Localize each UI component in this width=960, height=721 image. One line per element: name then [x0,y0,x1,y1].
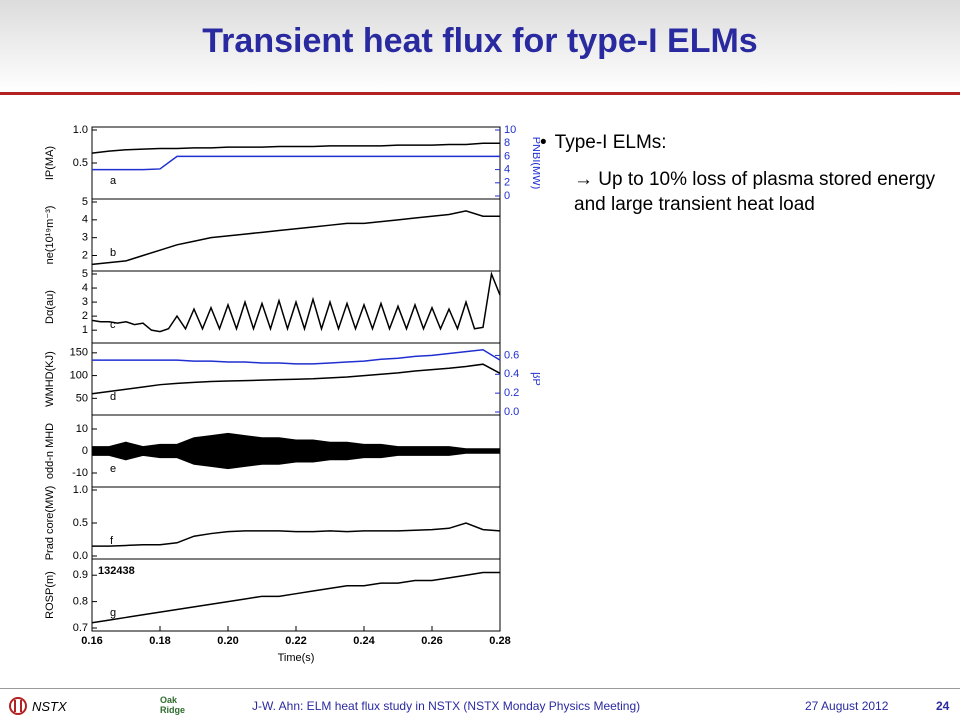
y-axis-label: Prad core(MW) [44,486,56,561]
page-number: 24 [936,699,950,713]
title: Transient heat flux for type-I ELMs [202,22,758,60]
panel-frame [91,198,501,272]
y-tick-label: 10 [76,423,88,435]
y2-tick-label: 0.2 [504,387,519,399]
data-line [92,348,501,365]
y2-tick-label: 6 [504,150,510,162]
panel-frame [91,486,501,560]
y-tick-label: 1 [82,324,88,336]
panel-letter: g [110,607,116,619]
y-tick-label: 0.7 [73,622,88,634]
data-line [91,271,501,333]
footer: NSTX Oak Ridge J-W. Ahn: ELM heat flux s… [0,688,960,721]
x-tick-label: 0.18 [149,635,170,647]
y2-tick-label: 8 [504,137,510,149]
logo: Oak Ridge [160,695,186,715]
x-axis-label: Time(s) [278,652,315,664]
y-tick-label: 0.5 [73,157,88,169]
y2-tick-label: 0 [504,190,510,202]
y-axis-label: ROSP(m) [44,571,56,619]
y2-tick-label: 0.0 [504,406,519,418]
y2-tick-label: 2 [504,177,510,189]
y2-tick-label: 10 [504,124,516,136]
y-tick-label: -10 [72,467,88,479]
data-line [91,142,500,154]
x-tick-label: 0.22 [285,635,306,647]
y-axis-label: ne(10¹⁹m⁻³) [44,206,56,265]
y-tick-label: 4 [82,282,88,294]
date: 27 August 2012 [805,699,889,713]
y-tick-label: 50 [76,392,88,404]
panel-frame [91,558,501,632]
data-line [92,155,500,171]
x-tick-label: 0.24 [353,635,375,647]
y2-axis-label: βP [530,372,540,386]
x-tick-label: 0.28 [489,635,510,647]
panel-frame [91,270,501,344]
data-line [91,363,501,395]
data-line [91,571,500,624]
data-line [91,210,500,266]
y-tick-label: 0.8 [73,596,88,608]
org: NSTX [32,699,67,714]
y2-tick-label: 4 [504,164,510,176]
shot-number: 132438 [98,565,135,577]
bullet: Type-I ELMs: [555,130,936,155]
y-tick-label: 0 [82,445,88,457]
x-tick-label: 0.16 [81,635,102,647]
y2-tick-label: 0.6 [504,349,519,361]
y-tick-label: 0.9 [73,569,88,581]
y-tick-label: 5 [82,268,88,280]
panel-letter: e [110,463,116,475]
sub-bullet: → Up to 10% loss of plasma stored energy… [574,169,936,215]
bullets: Type-I ELMs: → Up to 10% loss of plasma … [555,130,936,217]
y-tick-label: 150 [70,347,88,359]
panel-letter: f [110,535,114,547]
y-axis-label: odd-n MHD [44,423,56,479]
panel-frame [91,126,501,200]
y-tick-label: 0.0 [73,550,88,562]
y-tick-label: 2 [82,310,88,322]
nstx-icon [9,697,27,715]
y-axis-label: WMHD(KJ) [44,351,56,407]
x-tick-label: 0.26 [421,635,442,647]
y-axis-label: Dα(au) [44,290,56,324]
citation: J-W. Ahn: ELM heat flux study in NSTX (N… [252,699,641,713]
y2-axis-label: PNBI(MW) [530,137,540,190]
y-axis-label: IP(MA) [44,146,56,180]
y-tick-label: 100 [70,369,88,381]
y-tick-label: 5 [82,196,88,208]
y-tick-label: 4 [82,214,88,226]
oscillation-band [91,432,501,470]
y-tick-label: 1.0 [73,484,88,496]
panel-letter: b [110,247,116,259]
panel-letter: a [110,175,117,187]
header [0,0,960,95]
y2-tick-label: 0.4 [504,368,519,380]
data-line [92,522,501,547]
panel-letter: c [110,319,116,331]
y-tick-label: 3 [82,296,88,308]
y-tick-label: 3 [82,232,88,244]
y-tick-label: 2 [82,249,88,261]
y-tick-label: 0.5 [73,517,88,529]
panel-letter: d [110,391,116,403]
x-tick-label: 0.20 [217,635,238,647]
y-tick-label: 1.0 [73,124,88,136]
